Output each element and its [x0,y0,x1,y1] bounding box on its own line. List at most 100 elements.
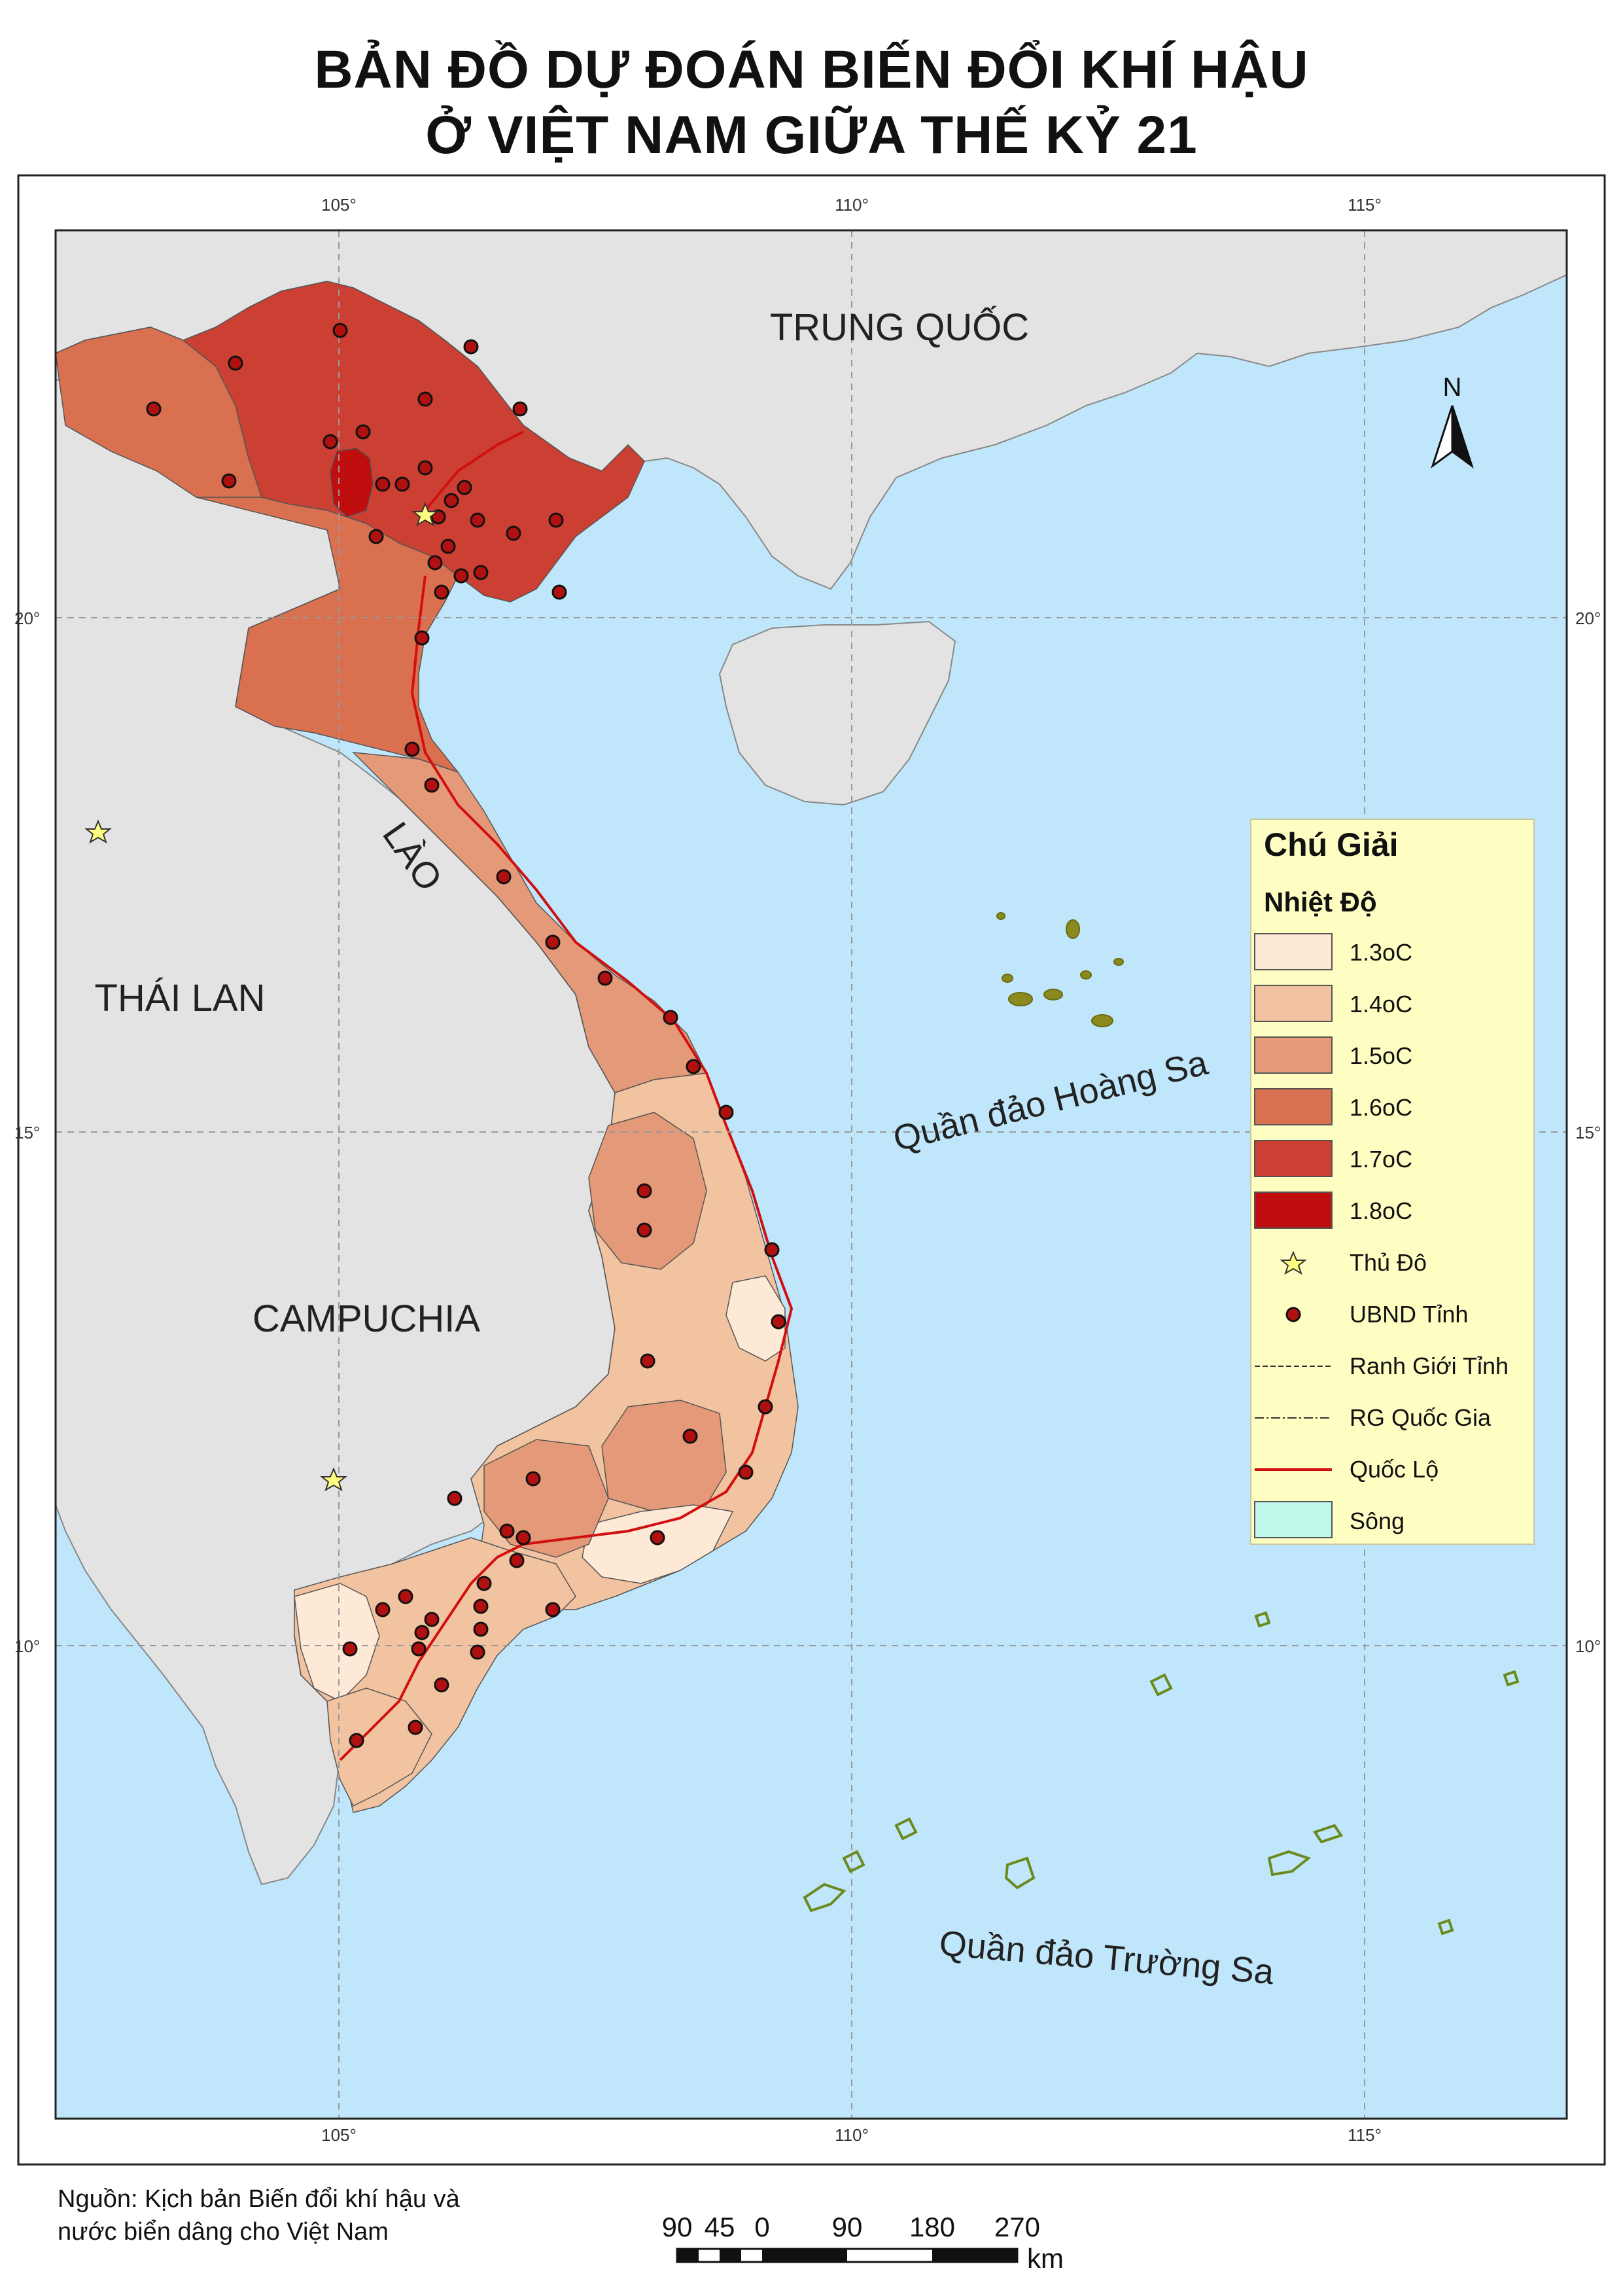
river-fill-icon [1254,1501,1333,1538]
tick-left-10: 10° [14,1636,40,1656]
legend-swatch-1-4 [1254,985,1333,1022]
legend-label-capital: Thủ Đô [1350,1249,1427,1276]
province-capital-dot [457,480,472,495]
island [803,1882,846,1913]
province-capital-dot [640,1353,655,1369]
province-capital-dot [682,1428,698,1444]
province-capital-dot [473,565,489,580]
legend-label-1-4: 1.4oC [1350,991,1412,1017]
red-dot-icon [1285,1307,1301,1322]
map-title-line1: BẢN ĐỒ DỰ ĐOÁN BIẾN ĐỔI KHÍ HẬU [314,40,1309,99]
scale-bar-unit: km [1027,2243,1064,2274]
province-capital-dot [424,1612,440,1627]
label-china: TRUNG QUỐC [770,306,1029,349]
legend-label-river: Sông [1350,1508,1405,1534]
vietnam-ca-mau [326,1687,432,1807]
province-capital-dot [470,512,485,528]
vietnam-north-central [196,497,460,773]
island [1004,1856,1036,1890]
province-capital-dot [663,1010,678,1025]
outer-frame [17,174,1606,2166]
map-frame [54,229,1568,2120]
province-capital-dot [506,525,521,541]
province-capital-dot [342,1641,358,1657]
island [1312,1824,1344,1844]
province-capital-dot [771,1314,786,1330]
province-capital-dot [447,1491,462,1506]
province-capital-dot [424,777,440,793]
legend-label-1-3: 1.3oC [1350,939,1412,966]
legend-subtitle: Nhiệt Độ [1264,887,1377,917]
province-capital-dot [444,493,459,508]
province-capital-dot [686,1059,701,1074]
scale-bar: 90 45 0 90 180 270 km [662,2212,1064,2274]
province-capital-dot [414,630,430,646]
scale-bar-segment [677,2249,699,2262]
island [1080,970,1092,980]
vietnam-mekong-west [294,1583,380,1702]
province-capital-dot [368,529,384,544]
province-capital-dot [637,1222,652,1238]
scale-label: 0 [754,2212,769,2242]
capital-star-vientiane [84,819,112,844]
scale-bar-segment [932,2249,1017,2262]
capital-star-hanoi [411,502,439,527]
capital-star-phnompenh [320,1467,347,1492]
province-capital-dot [499,1523,515,1539]
national-road-north [424,431,524,512]
province-capital-dot [473,1621,489,1637]
island [1267,1850,1312,1877]
province-capital-dot [509,1553,525,1568]
province-capital-dot [349,1733,364,1748]
legend-title: Chú Giải [1264,826,1399,863]
scale-label: 90 [832,2212,863,2242]
province-capital-dot [417,460,433,476]
province-capital-dot [637,1183,652,1199]
province-capital-dot [545,1602,561,1617]
province-capital-dot [548,512,564,528]
province-capital-dot [440,539,456,554]
province-capital-dot [355,424,371,440]
island [1254,1611,1271,1628]
province-capital-dot [463,339,479,355]
province-capital-dot [408,1720,423,1735]
island [1043,989,1063,1000]
province-capital-dot [323,434,338,450]
province-capital-dot [764,1242,780,1258]
island [1008,992,1033,1006]
source-line2: nước biển dâng cho Việt Nam [58,2218,389,2246]
province-capital-dot [496,869,512,885]
label-thailand: THÁI LAN [94,977,265,1019]
island [1066,919,1080,939]
vietnam-hanoi-core [330,448,374,518]
legend-label-1-6: 1.6oC [1350,1094,1412,1121]
province-capital-dot [525,1471,541,1487]
legend-swatch-1-8 [1254,1192,1333,1229]
legend: Chú Giải Nhiệt Độ 1.3oC 1.4oC 1.5oC 1.6o… [1250,819,1535,1545]
paracel-islands [996,912,1124,1027]
province-capital-dot [512,401,528,417]
national-road [339,575,794,1761]
province-capital-dot [650,1530,665,1545]
province-capital-dot [394,476,410,492]
vietnam-southeast [483,1439,609,1558]
legend-label-province-boundary: Ranh Giới Tỉnh [1350,1352,1509,1379]
north-arrow: N [1431,373,1474,468]
province-capital-dot [427,555,443,571]
spratly-islands [803,1611,1520,1935]
legend-label-1-8: 1.8oC [1350,1197,1412,1224]
map-title-line2: Ở VIỆT NAM GIỮA THẾ KỶ 21 [425,105,1198,165]
tick-top-115: 115° [1348,195,1382,215]
island [1113,958,1124,966]
tick-top-105: 105° [321,195,357,215]
scale-bar-segment [720,2249,741,2262]
north-arrow-icon-shade [1451,405,1474,468]
province-capital-dot [738,1464,754,1480]
island [1091,1014,1113,1027]
tick-top-110: 110° [835,195,869,215]
province-capital-dot [146,401,162,417]
vietnam-coastal-low-a [725,1275,786,1362]
province-capital-dot [417,391,433,407]
legend-label-1-7: 1.7oC [1350,1146,1412,1173]
legend-label-national-boundary: RG Quốc Gia [1350,1404,1492,1431]
